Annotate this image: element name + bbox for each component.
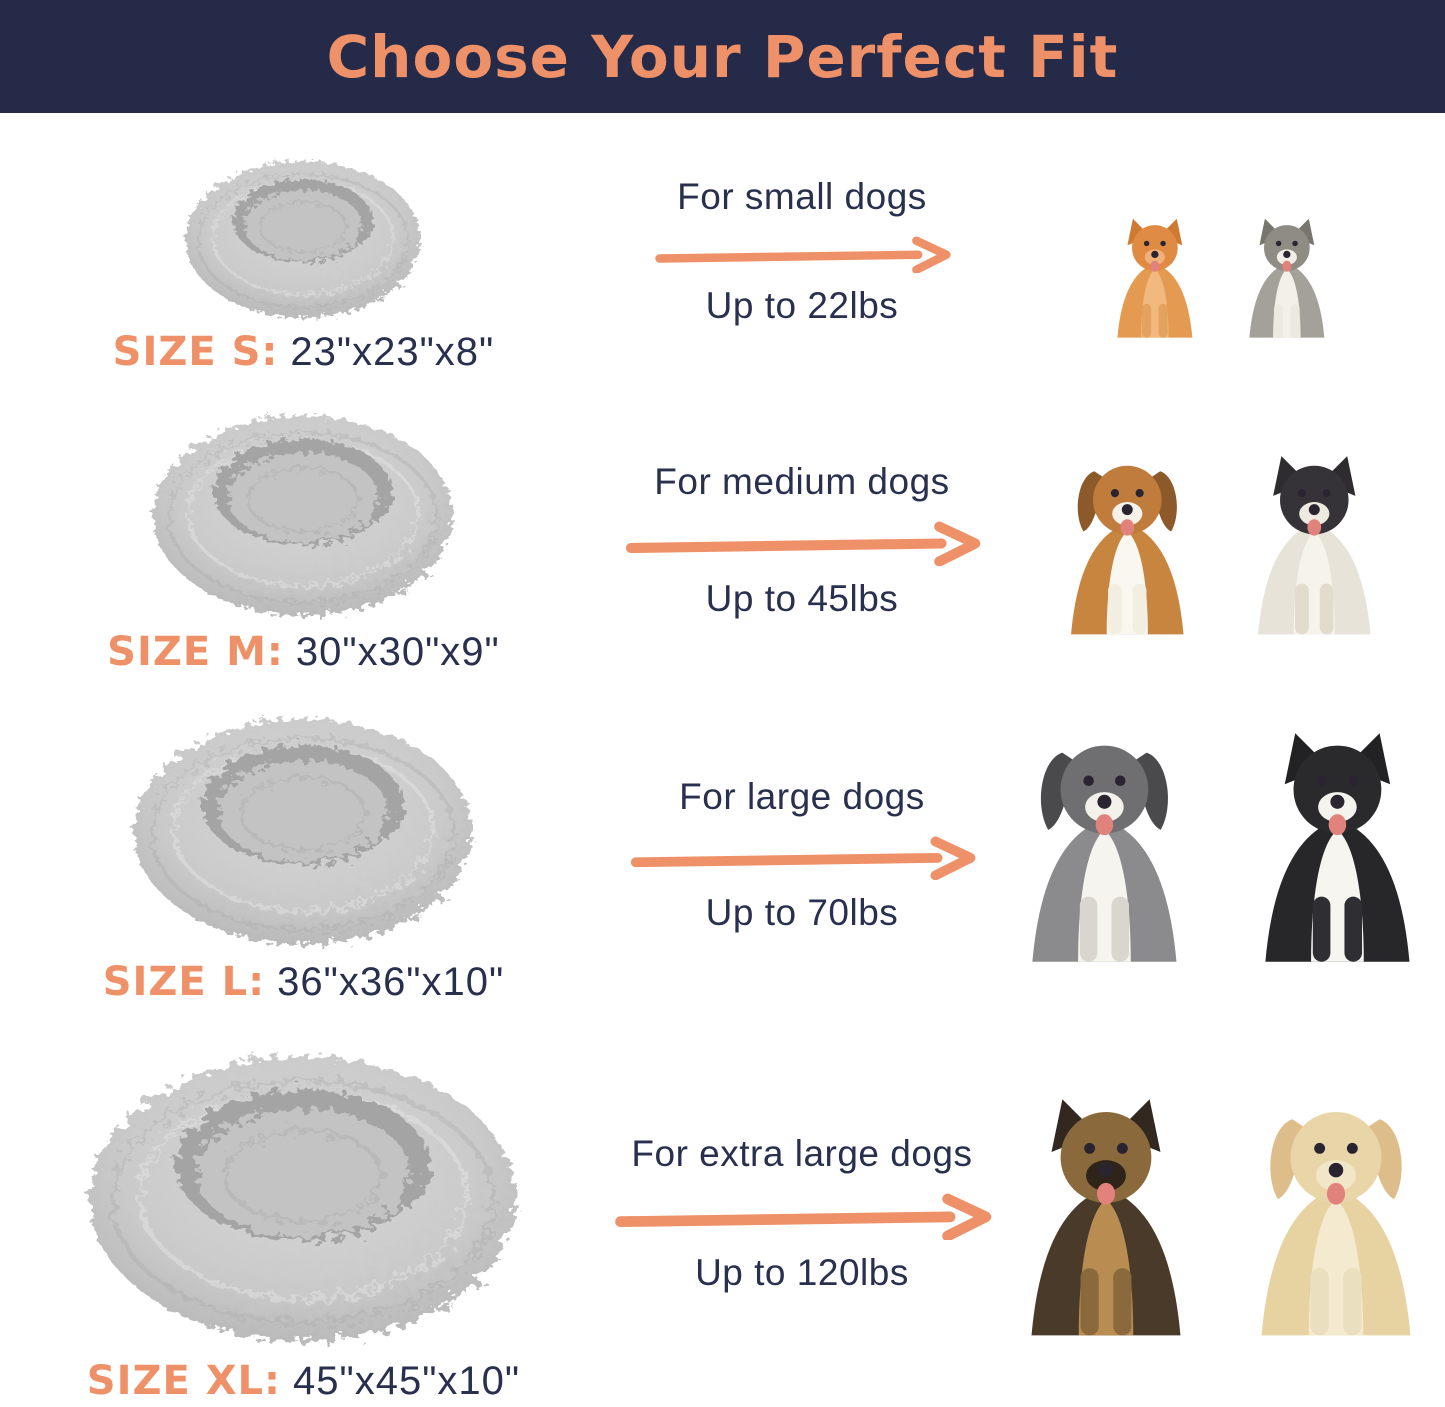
biewer-terrier-dog-image (1249, 218, 1325, 338)
right-arrow-icon (627, 836, 977, 880)
right-arrow-icon (622, 521, 982, 566)
header-banner: Choose Your Perfect Fit (0, 0, 1445, 113)
german-shepherd-dog-image (1031, 1099, 1181, 1336)
dogs-column-xl (997, 1020, 1445, 1407)
size-caption-xl: SIZE XL: 45"x45"x10" (87, 1359, 520, 1403)
size-caption-large: SIZE L: 36"x36"x10" (103, 960, 505, 1004)
size-row-xl: SIZE XL: 45"x45"x10" For extra large dogs… (0, 1020, 1445, 1407)
size-label: SIZE M: (107, 629, 284, 675)
size-dimensions: 45"x45"x10" (293, 1359, 521, 1403)
weight-text: Up to 22lbs (705, 285, 899, 327)
size-dimensions: 30"x30"x9" (295, 630, 500, 674)
page-title: Choose Your Perfect Fit (326, 22, 1119, 91)
dogs-column-large (997, 690, 1445, 1020)
fit-text: For large dogs (679, 776, 925, 818)
fit-column-medium: For medium dogs Up to 45lbs (607, 390, 997, 690)
golden-retriever-dog-image (1261, 1112, 1411, 1336)
french-bulldog-dog-image (1258, 456, 1371, 635)
fit-text: For extra large dogs (631, 1132, 973, 1174)
donut-bed-large-image (132, 716, 475, 947)
weight-text: Up to 70lbs (705, 891, 899, 933)
fit-column-small: For small dogs Up to 22lbs (607, 113, 997, 390)
size-dimensions: 23"x23"x8" (290, 330, 495, 374)
size-caption-small: SIZE S: 23"x23"x8" (113, 330, 495, 374)
dogs-column-medium (997, 390, 1445, 690)
weight-text: Up to 45lbs (705, 577, 899, 619)
bed-column-xl: SIZE XL: 45"x45"x10" (0, 1020, 607, 1407)
size-label: SIZE S: (112, 329, 279, 375)
size-label: SIZE L: (102, 959, 266, 1005)
donut-bed-xl-image (47, 1020, 559, 1353)
australian-shepherd-dog-image (1032, 745, 1177, 962)
beagle-dog-image (1071, 465, 1184, 635)
fit-text: For medium dogs (654, 460, 950, 502)
size-row-small: SIZE S: 23"x23"x8" For small dogs Up to 2… (0, 113, 1445, 390)
size-row-large: SIZE L: 36"x36"x10" For large dogs Up to … (0, 690, 1445, 1020)
size-caption-medium: SIZE M: 30"x30"x9" (107, 630, 500, 674)
pomeranian-dog-image (1117, 218, 1193, 338)
right-arrow-icon (652, 236, 952, 274)
fit-column-large: For large dogs Up to 70lbs (607, 690, 997, 1020)
fit-column-xl: For extra large dogs Up to 120lbs (607, 1020, 997, 1407)
donut-bed-small-image (184, 159, 423, 319)
bed-column-medium: SIZE M: 30"x30"x9" (0, 390, 607, 690)
donut-bed-medium-image (151, 413, 456, 618)
dogs-column-small (997, 113, 1445, 390)
size-dimensions: 36"x36"x10" (277, 960, 505, 1004)
size-label: SIZE XL: (86, 1358, 282, 1404)
right-arrow-icon (611, 1193, 993, 1241)
size-row-medium: SIZE M: 30"x30"x9" For medium dogs Up to … (0, 390, 1445, 690)
fit-text: For small dogs (677, 175, 927, 217)
bed-column-large: SIZE L: 36"x36"x10" (0, 690, 607, 1020)
bed-column-small: SIZE S: 23"x23"x8" (0, 113, 607, 390)
weight-text: Up to 120lbs (695, 1252, 909, 1294)
border-collie-dog-image (1265, 733, 1410, 962)
